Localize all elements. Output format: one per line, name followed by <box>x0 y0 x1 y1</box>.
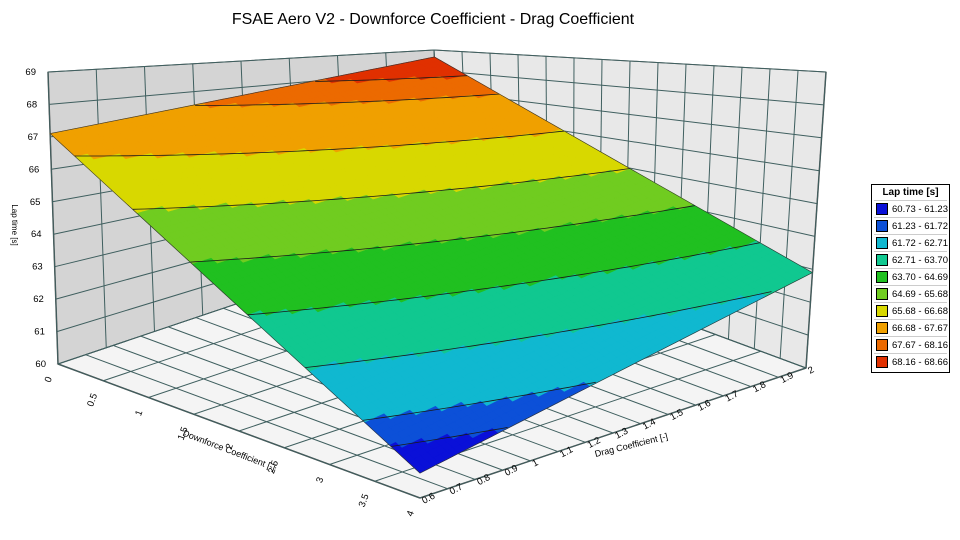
z-tick-label: 62 <box>33 294 44 305</box>
legend-item: 65.68 - 66.68 <box>874 302 948 319</box>
legend-swatch <box>876 322 888 334</box>
contour-line <box>190 205 696 263</box>
contour-line <box>247 242 760 316</box>
x-tick-label: 0.6 <box>420 491 437 507</box>
legend-item: 66.68 - 67.67 <box>874 319 948 336</box>
x-tick-label: 1.6 <box>696 398 713 414</box>
legend-label: 63.70 - 64.69 <box>892 271 948 283</box>
legend-label: 62.71 - 63.70 <box>892 254 948 266</box>
z-tick-label: 69 <box>25 67 36 78</box>
legend-item: 61.23 - 61.72 <box>874 217 948 234</box>
legend-item: 67.67 - 68.16 <box>874 336 948 353</box>
legend: Lap time [s] 60.73 - 61.23 61.23 - 61.72 6… <box>871 184 950 373</box>
contour-line <box>362 381 596 421</box>
axis-ticks: 60 61 62 63 64 65 66 67 68 69 0 0.5 1 1.5 2 2.5 3 3.5 40.6… <box>25 67 816 518</box>
legend-item: 60.73 - 61.23 <box>874 200 948 217</box>
x-tick-label: 1.2 <box>586 435 603 451</box>
z-axis-label: Lap time [s] <box>10 204 19 245</box>
y-wall-gridline <box>47 71 59 365</box>
contour-line <box>195 93 500 106</box>
y-tick-label: 4 <box>405 509 417 518</box>
z-tick-label: 67 <box>28 132 39 143</box>
surface-bands <box>49 56 814 474</box>
legend-item: 64.69 - 65.68 <box>874 285 948 302</box>
contour-line <box>74 130 565 157</box>
legend-label: 67.67 - 68.16 <box>892 339 948 351</box>
z-tick-label: 63 <box>32 262 43 273</box>
legend-swatch <box>876 305 888 317</box>
z-tick-label: 61 <box>34 327 45 338</box>
z-tick-label: 64 <box>31 229 42 240</box>
legend-label: 61.72 - 62.71 <box>892 237 948 249</box>
contour-line <box>304 291 772 368</box>
contour-line <box>132 168 631 210</box>
x-tick-label: 1.8 <box>751 379 768 395</box>
x-tick-label: 1 <box>531 457 541 469</box>
legend-swatch <box>876 271 888 283</box>
y-tick-label: 3 <box>314 476 326 485</box>
y-tick-label: 2 <box>224 442 236 451</box>
y-tick-label: 1.5 <box>176 426 191 442</box>
x-tick-label: 0.7 <box>448 481 465 497</box>
y-wall-gridline <box>95 69 107 348</box>
contour-line <box>390 427 508 447</box>
z-tick-label: 68 <box>27 99 38 110</box>
legend-label: 65.68 - 66.68 <box>892 305 948 317</box>
legend-swatch <box>876 339 888 351</box>
legend-label: 66.68 - 67.67 <box>892 322 948 334</box>
legend-list: 60.73 - 61.23 61.23 - 61.72 61.72 - 62.71 6… <box>874 200 948 370</box>
legend-label: 60.73 - 61.23 <box>892 203 948 215</box>
y-tick-label: 0.5 <box>85 392 100 408</box>
legend-item: 62.71 - 63.70 <box>874 251 948 268</box>
x-tick-label: 1.7 <box>724 389 741 405</box>
y-tick-label: 3.5 <box>357 493 372 509</box>
x-tick-label: 1.1 <box>558 444 575 460</box>
legend-swatch <box>876 237 888 249</box>
legend-item: 63.70 - 64.69 <box>874 268 948 285</box>
x-tick-label: 1.3 <box>613 426 630 442</box>
z-tick-label: 65 <box>30 197 41 208</box>
legend-swatch <box>876 254 888 266</box>
x-wall-gridline <box>805 71 827 369</box>
x-tick-label: 0.9 <box>503 463 520 479</box>
z-tick-label: 60 <box>35 359 46 370</box>
x-wall-gridline <box>779 70 799 359</box>
legend-label: 68.16 - 68.66 <box>892 356 948 368</box>
x-wall-gridline <box>753 68 771 349</box>
chart-title: FSAE Aero V2 - Downforce Coefficient - D… <box>231 11 635 28</box>
legend-item: 61.72 - 62.71 <box>874 234 948 251</box>
surface-outline <box>49 56 814 474</box>
x-tick-label: 1.9 <box>779 370 796 386</box>
z-tick-label: 66 <box>29 164 40 175</box>
legend-swatch <box>876 220 888 232</box>
x-tick-label: 1.4 <box>641 416 658 432</box>
x-tick-label: 0.8 <box>475 472 492 488</box>
legend-swatch <box>876 356 888 368</box>
y-floor-gridline <box>419 367 807 499</box>
contour-line <box>315 75 468 82</box>
legend-swatch <box>876 288 888 300</box>
legend-title: Lap time [s] <box>882 187 939 198</box>
x-tick-label: 1.5 <box>668 407 685 423</box>
legend-label: 64.69 - 65.68 <box>892 288 948 300</box>
y-tick-label: 2.5 <box>266 459 281 475</box>
y-tick-label: 1 <box>133 409 145 418</box>
legend-label: 61.23 - 61.72 <box>892 220 948 232</box>
x-tick-label: 2 <box>806 364 816 376</box>
legend-item: 68.16 - 68.66 <box>874 353 948 370</box>
y-tick-label: 0 <box>43 375 55 384</box>
legend-swatch <box>876 203 888 215</box>
